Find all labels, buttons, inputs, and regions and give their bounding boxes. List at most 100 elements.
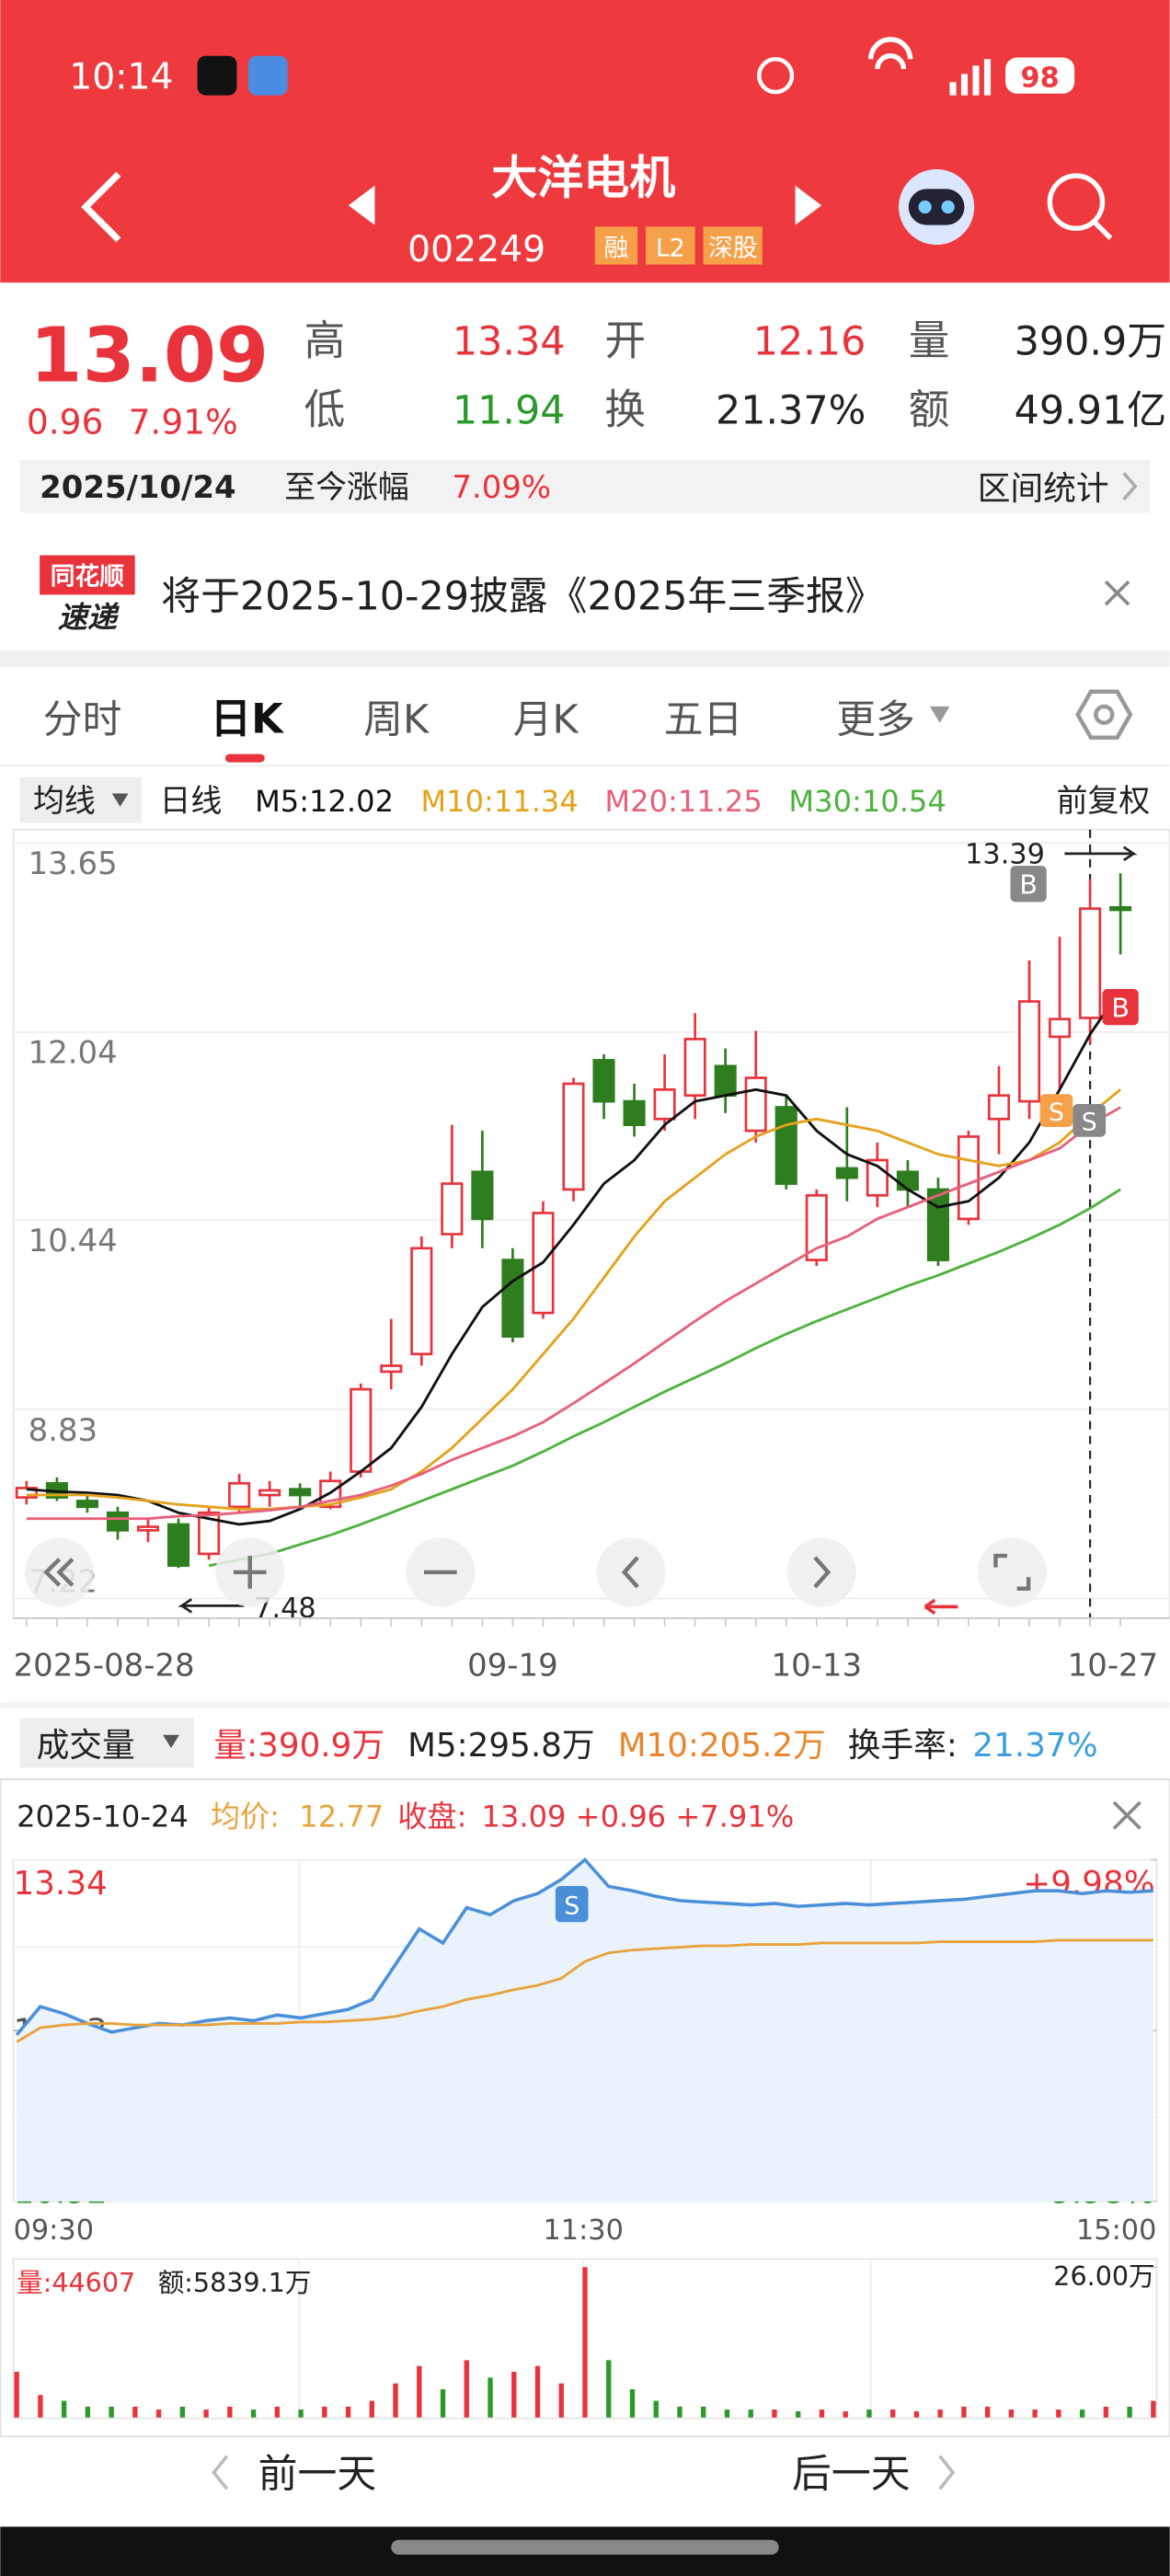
volume-bar bbox=[866, 2409, 872, 2419]
field-value: 49.91亿 bbox=[1015, 388, 1167, 434]
tag-text: L2 bbox=[656, 235, 685, 263]
candle-body bbox=[289, 1488, 312, 1497]
volume-bar bbox=[85, 2406, 91, 2419]
tab[interactable]: 五日 bbox=[664, 696, 743, 742]
volume-bar bbox=[677, 2406, 682, 2419]
badge-text: S bbox=[564, 1892, 579, 1920]
vol-item: 量:390.9万 bbox=[213, 1727, 384, 1765]
candle-body bbox=[987, 1094, 1011, 1121]
back-button[interactable] bbox=[81, 171, 121, 243]
volume-bar bbox=[629, 2388, 636, 2419]
candle-body bbox=[957, 1135, 981, 1221]
prev-stock[interactable] bbox=[348, 185, 375, 225]
close-value: 13.09 +0.96 +7.91% bbox=[482, 1800, 795, 1834]
tag bbox=[594, 226, 638, 265]
volume-bar bbox=[298, 2409, 304, 2419]
badge bbox=[555, 1886, 589, 1923]
tag-text: 深股 bbox=[708, 235, 758, 263]
app-icon bbox=[197, 55, 237, 96]
volume-bar bbox=[417, 2365, 422, 2419]
fullscreen[interactable] bbox=[977, 1537, 1047, 1607]
period-date: 2025/10/24 bbox=[40, 469, 236, 505]
notice-text[interactable]: 将于2025-10-29披露《2025年三季报》 bbox=[161, 574, 884, 620]
eye bbox=[918, 200, 932, 214]
volume-bar bbox=[274, 2406, 281, 2419]
tab[interactable]: 更多 bbox=[836, 696, 915, 742]
ma-line bbox=[26, 988, 1122, 1526]
tab[interactable]: 周K bbox=[363, 696, 430, 742]
close-popup[interactable] bbox=[1112, 1800, 1141, 1830]
candle-body bbox=[653, 1088, 676, 1121]
volume-bar bbox=[322, 2406, 327, 2419]
logo-top bbox=[40, 555, 135, 595]
candle-body bbox=[714, 1064, 737, 1098]
tab-active[interactable]: 日K bbox=[211, 695, 285, 742]
close-label: 收盘: bbox=[397, 1800, 466, 1834]
x-tick-label: 10-13 bbox=[772, 1647, 863, 1683]
volume-bar bbox=[1103, 2406, 1109, 2419]
search-button[interactable] bbox=[1047, 173, 1106, 231]
volume-bar bbox=[1032, 2409, 1038, 2419]
close-notice[interactable] bbox=[1104, 580, 1130, 606]
adjust-mode[interactable]: 前复权 bbox=[1057, 783, 1151, 819]
volume-bar bbox=[1008, 2409, 1015, 2419]
volume-bar bbox=[772, 2409, 777, 2419]
volume-bar bbox=[1056, 2409, 1061, 2419]
badge-text: S bbox=[1049, 1098, 1064, 1127]
candle-body bbox=[1109, 905, 1132, 912]
price: 13.09 bbox=[29, 312, 269, 399]
indicator-selector[interactable] bbox=[19, 1718, 195, 1768]
logo-text: 同花顺 bbox=[51, 563, 125, 592]
candle-body bbox=[166, 1523, 190, 1568]
move-right[interactable] bbox=[786, 1537, 856, 1607]
low-arrow bbox=[178, 1598, 245, 1614]
tab-indicator bbox=[224, 753, 265, 763]
candle-body bbox=[1017, 1000, 1041, 1103]
volume-label: 量:44607 bbox=[17, 2267, 135, 2298]
volume-tick-label: 26.00万 bbox=[1053, 2260, 1154, 2292]
eye bbox=[941, 200, 955, 214]
separator bbox=[0, 650, 1170, 667]
candle-body bbox=[835, 1167, 858, 1179]
home-indicator[interactable] bbox=[391, 2539, 779, 2555]
y-tick-label: 12.04 bbox=[29, 1035, 118, 1071]
y-tick-label: 10.44 bbox=[29, 1223, 118, 1259]
next-day[interactable]: 后一天 bbox=[792, 2452, 911, 2498]
volume-bar bbox=[653, 2400, 659, 2419]
candle-body bbox=[471, 1170, 494, 1221]
dropdown-arrow bbox=[111, 793, 129, 807]
field-value: 11.94 bbox=[453, 388, 566, 434]
interval-stats[interactable]: 区间统计 bbox=[978, 470, 1109, 508]
volume-bar bbox=[155, 2409, 162, 2419]
ma-line bbox=[208, 1188, 1121, 1568]
volume-bar bbox=[843, 2410, 848, 2419]
tab[interactable]: 月K bbox=[513, 696, 579, 742]
tab[interactable]: 分时 bbox=[43, 696, 122, 742]
candle-body bbox=[228, 1481, 251, 1509]
period-bar bbox=[19, 460, 1151, 513]
back-to-latest[interactable] bbox=[923, 1598, 958, 1616]
candle-body bbox=[744, 1076, 767, 1133]
ma-label: M5:12.02 bbox=[255, 784, 394, 819]
change: 0.96 bbox=[27, 401, 104, 442]
popup-date: 2025-10-24 bbox=[17, 1800, 189, 1834]
volume-bar bbox=[558, 2383, 564, 2419]
field-value: 390.9万 bbox=[1015, 319, 1167, 365]
battery-level: 98 bbox=[1021, 63, 1060, 95]
wifi-icon bbox=[868, 37, 913, 70]
volume-bar bbox=[14, 2372, 19, 2419]
settings-button[interactable] bbox=[1075, 689, 1133, 741]
field-label: 量 bbox=[909, 317, 950, 365]
candle-body bbox=[258, 1489, 281, 1497]
next-stock[interactable] bbox=[795, 185, 822, 225]
volume-bar bbox=[109, 2406, 114, 2419]
candle-body bbox=[441, 1182, 464, 1236]
tag bbox=[646, 226, 695, 265]
vol-item: M5:295.8万 bbox=[407, 1727, 594, 1765]
stock-code: 002249 bbox=[407, 229, 545, 270]
move-left[interactable] bbox=[596, 1537, 666, 1607]
volume-bar bbox=[369, 2400, 374, 2419]
prev-day[interactable]: 前一天 bbox=[258, 2452, 377, 2498]
